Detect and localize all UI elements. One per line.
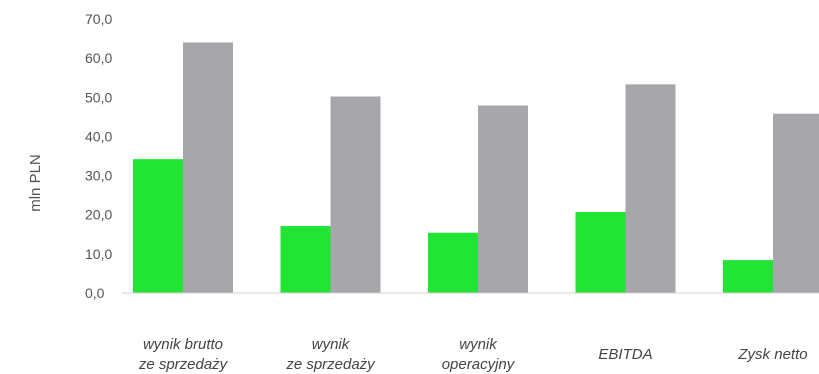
y-tick-label: 10,0 [85,246,112,262]
x-category-label-line: wynik brutto [143,336,223,353]
bar-series-2 [330,96,381,293]
y-tick-label: 40,0 [85,128,112,144]
bars [133,42,819,294]
y-tick-label: 70,0 [85,11,112,27]
y-axis-title: mln PLN [27,154,44,212]
y-tick-label: 30,0 [85,168,112,184]
y-tick-label: 50,0 [85,89,112,105]
x-category-label: wynik ze sprzedaży [285,336,376,373]
bar-series-2 [625,84,676,294]
x-category-label: wynik operacyjny [442,336,516,373]
x-category-label-line: ze sprzedaży [138,356,229,373]
x-category-label-line: wynik [459,336,498,353]
x-category-label-line: operacyjny [442,356,516,373]
x-axis-labels: wynik brutto ze sprzedaży wynik ze sprzedaż… [138,336,808,373]
x-category-label: EBITDA [598,346,652,363]
x-category-label-line: EBITDA [598,346,652,363]
bar-series-1 [133,159,183,293]
bar-series-1 [428,232,478,293]
y-tick-label: 0,0 [85,285,105,301]
y-axis-ticks: 0,0 10,0 20,0 30,0 40,0 50,0 60,0 70,0 [85,11,112,301]
bar-series-2 [183,42,233,293]
bar-series-1 [280,226,331,293]
x-category-label-line: wynik [312,336,351,353]
bar-series-2 [478,105,528,294]
x-category-label: wynik brutto ze sprzedaży [138,336,229,373]
bar-series-1 [575,211,626,293]
bar-series-2 [773,113,819,294]
x-category-label-line: Zysk netto [737,346,807,363]
x-category-label: Zysk netto [737,346,807,363]
y-tick-label: 20,0 [85,207,112,223]
x-category-label-line: ze sprzedaży [285,356,376,373]
y-tick-label: 60,0 [85,50,112,66]
bar-series-1 [723,260,773,293]
